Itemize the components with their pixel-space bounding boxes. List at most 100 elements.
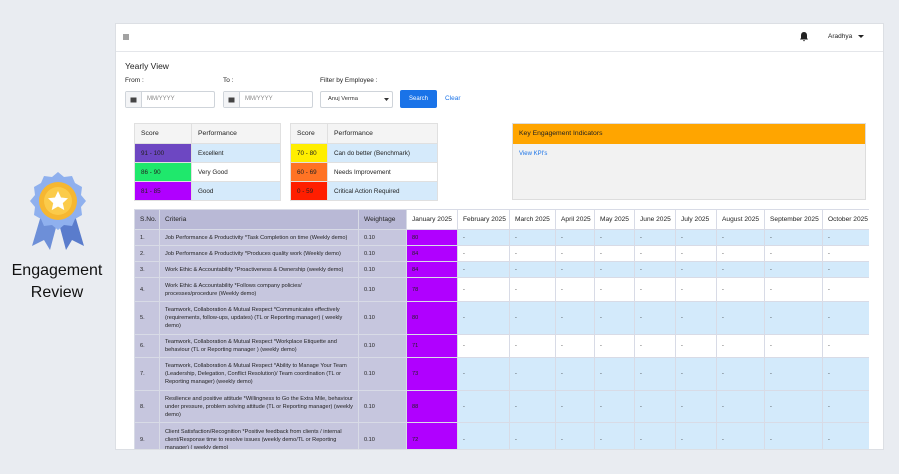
- to-input[interactable]: MM/YYYY: [223, 91, 313, 108]
- month-score: -: [555, 422, 595, 449]
- month-score: -: [716, 261, 765, 278]
- employee-value: Anuj Verma: [328, 96, 358, 102]
- main-panel: Aradhya Yearly View From : To : Filter b…: [115, 23, 884, 450]
- weightage: 0.10: [358, 301, 407, 335]
- month-score: -: [509, 229, 556, 246]
- from-input[interactable]: MM/YYYY: [125, 91, 215, 108]
- month-score: -: [634, 301, 676, 335]
- menu-icon[interactable]: [122, 33, 130, 41]
- month-score: -: [594, 334, 635, 358]
- weightage: 0.10: [358, 390, 407, 423]
- month-score: -: [822, 390, 869, 423]
- bell-icon[interactable]: [799, 31, 809, 42]
- kpi-box: Key Engagement Indicators View KPI's: [512, 123, 866, 200]
- month-score: -: [594, 261, 635, 278]
- month-score: -: [457, 301, 510, 335]
- month-score: -: [509, 277, 556, 302]
- serial-number: 6.: [134, 334, 160, 358]
- month-score: -: [716, 422, 765, 449]
- month-score: -: [716, 277, 765, 302]
- legend-score: 91 - 100: [134, 143, 192, 163]
- weightage: 0.10: [358, 229, 407, 246]
- search-button[interactable]: Search: [400, 90, 437, 108]
- month-score: -: [594, 301, 635, 335]
- criteria: Teamwork, Collaboration & Mutual Respect…: [159, 357, 359, 391]
- legend-score: 60 - 69: [290, 162, 328, 182]
- month-score: -: [594, 277, 635, 302]
- legend-row: 60 - 69 Needs Improvement: [290, 162, 438, 182]
- month-score: -: [509, 357, 556, 391]
- month-score: -: [509, 261, 556, 278]
- column-header: August 2025: [716, 209, 765, 230]
- month-score: -: [457, 245, 510, 262]
- column-header: October 2025: [822, 209, 869, 230]
- column-header: September 2025: [764, 209, 823, 230]
- column-header: February 2025: [457, 209, 510, 230]
- user-caret[interactable]: [858, 34, 864, 39]
- legend-score: 86 - 90: [134, 162, 192, 182]
- column-header: S.No.: [134, 209, 160, 230]
- kpi-link[interactable]: View KPI's: [519, 151, 548, 157]
- month-score: -: [822, 229, 869, 246]
- criteria: Job Performance & Productivity *Task Com…: [159, 229, 359, 246]
- month-score: -: [675, 277, 717, 302]
- month-score: -: [509, 422, 556, 449]
- criteria: Work Ethic & Accountability *Follows com…: [159, 277, 359, 302]
- table-row: 4. Work Ethic & Accountability *Follows c…: [134, 277, 869, 302]
- weightage: 0.10: [358, 334, 407, 358]
- employee-select[interactable]: Anuj Verma: [320, 91, 393, 108]
- weightage: 0.10: [358, 277, 407, 302]
- clear-link[interactable]: Clear: [445, 95, 461, 102]
- month-score: -: [555, 357, 595, 391]
- month-score: -: [675, 301, 717, 335]
- month-score: 72: [406, 422, 458, 449]
- column-header: June 2025: [634, 209, 676, 230]
- month-score: -: [555, 334, 595, 358]
- column-header: May 2025: [594, 209, 635, 230]
- from-label: From :: [125, 77, 144, 84]
- legend-header-row: Score Performance: [290, 123, 438, 144]
- from-placeholder: MM/YYYY: [147, 96, 175, 102]
- legend-table: Score Performance 70 - 80 Can do better (Be…: [290, 123, 438, 201]
- table-row: 7. Teamwork, Collaboration & Mutual Respe…: [134, 357, 869, 391]
- month-score: 78: [406, 277, 458, 302]
- weightage: 0.10: [358, 422, 407, 449]
- month-score: -: [822, 422, 869, 449]
- to-placeholder: MM/YYYY: [245, 96, 273, 102]
- month-score: -: [555, 261, 595, 278]
- legend-performance: Excellent: [191, 143, 281, 163]
- legend-score: 81 - 85: [134, 181, 192, 201]
- user-name[interactable]: Aradhya: [828, 33, 853, 40]
- month-score: -: [594, 390, 635, 423]
- month-score: -: [716, 357, 765, 391]
- serial-number: 2.: [134, 245, 160, 262]
- month-score: -: [457, 261, 510, 278]
- month-score: -: [822, 245, 869, 262]
- page-title: Yearly View: [125, 61, 169, 71]
- month-score: -: [594, 357, 635, 391]
- month-score: -: [822, 261, 869, 278]
- month-score: -: [716, 245, 765, 262]
- month-score: 71: [406, 334, 458, 358]
- month-score: -: [675, 229, 717, 246]
- employee-label: Filter by Employee :: [320, 77, 378, 84]
- month-score: 88: [406, 390, 458, 423]
- month-score: -: [457, 357, 510, 391]
- legend-performance: Can do better (Benchmark): [327, 143, 438, 163]
- legend-row: 0 - 59 Critical Action Required: [290, 181, 438, 201]
- criteria: Work Ethic & Accountability *Proactivene…: [159, 261, 359, 278]
- month-score: -: [634, 261, 676, 278]
- month-score: -: [716, 229, 765, 246]
- header-row: S.No. Criteria Weightage January 2025 Februa…: [134, 209, 869, 230]
- month-score: 84: [406, 245, 458, 262]
- legend-table: Score Performance 91 - 100 Excellent 86 - 90…: [134, 123, 281, 201]
- month-score: -: [457, 390, 510, 423]
- badge-icon: [30, 172, 86, 250]
- legend-header-row: Score Performance: [134, 123, 281, 144]
- kpi-title: Key Engagement Indicators: [513, 124, 865, 144]
- month-score: -: [716, 390, 765, 423]
- legend-performance: Very Good: [191, 162, 281, 182]
- column-header: January 2025: [406, 209, 458, 230]
- month-score: -: [822, 357, 869, 391]
- table-row: 2. Job Performance & Productivity *Produc…: [134, 245, 869, 262]
